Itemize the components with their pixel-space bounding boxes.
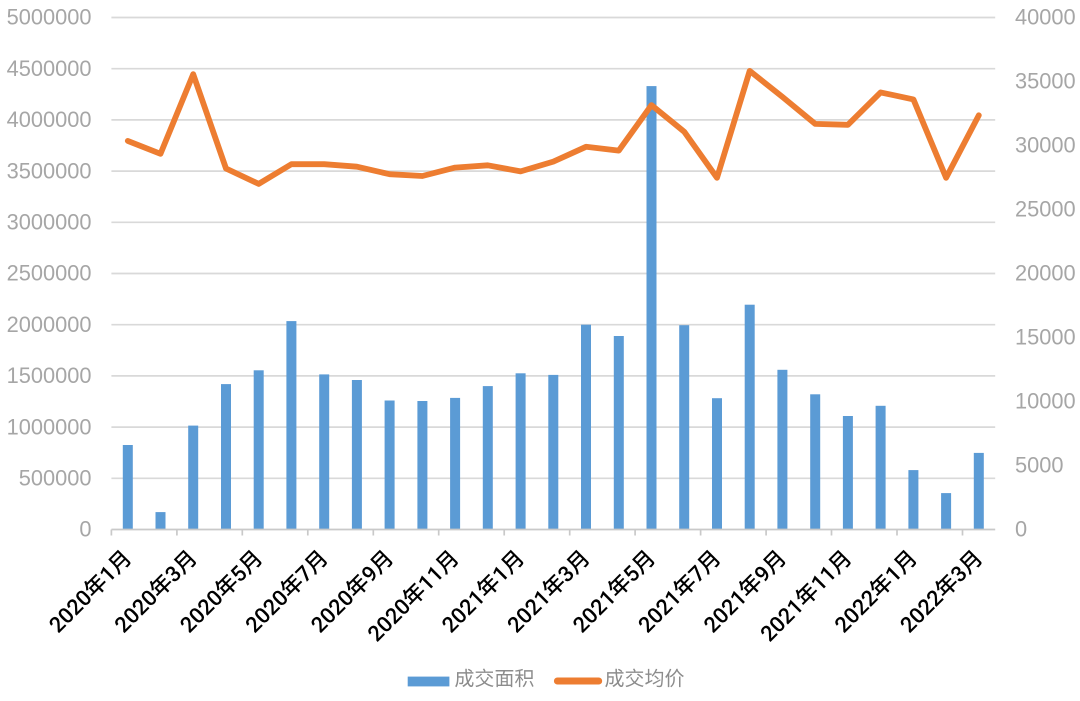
svg-text:5000: 5000 <box>1015 453 1064 478</box>
svg-text:25000: 25000 <box>1015 197 1076 222</box>
svg-text:1000000: 1000000 <box>7 414 92 439</box>
svg-text:0: 0 <box>1015 517 1027 542</box>
svg-text:20000: 20000 <box>1015 261 1076 286</box>
svg-text:10000: 10000 <box>1015 389 1076 414</box>
svg-text:30000: 30000 <box>1015 133 1076 158</box>
svg-text:4000000: 4000000 <box>7 107 92 132</box>
svg-text:2000000: 2000000 <box>7 312 92 337</box>
svg-text:0: 0 <box>79 517 91 542</box>
svg-text:3500000: 3500000 <box>7 158 92 183</box>
svg-text:1500000: 1500000 <box>7 363 92 388</box>
svg-text:3000000: 3000000 <box>7 210 92 235</box>
svg-text:40000: 40000 <box>1015 5 1076 30</box>
svg-text:5000000: 5000000 <box>7 5 92 30</box>
svg-text:15000: 15000 <box>1015 325 1076 350</box>
svg-text:4500000: 4500000 <box>7 56 92 81</box>
svg-text:500000: 500000 <box>19 466 92 491</box>
svg-text:35000: 35000 <box>1015 69 1076 94</box>
svg-text:2500000: 2500000 <box>7 261 92 286</box>
